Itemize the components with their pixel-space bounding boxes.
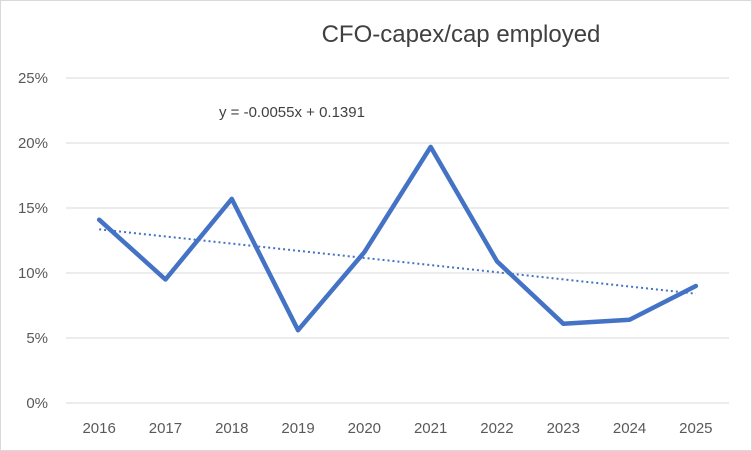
- x-tick-label: 2022: [480, 420, 513, 437]
- chart-title: CFO-capex/cap employed: [321, 21, 601, 48]
- x-tick-label: 2025: [679, 420, 712, 437]
- x-tick-label: 2018: [215, 420, 248, 437]
- trendline: [99, 228, 696, 295]
- y-tick-label: 20%: [18, 135, 48, 152]
- x-tick-label: 2020: [348, 420, 381, 437]
- y-tick-label: 0%: [26, 395, 48, 412]
- x-axis-labels: 2016 2017 2018 2019 2020 2021 2022 2023 2024 2025: [82, 420, 712, 437]
- x-tick-label: 2023: [547, 420, 580, 437]
- x-tick-label: 2021: [414, 420, 447, 437]
- x-tick-label: 2024: [613, 420, 646, 437]
- x-tick-label: 2016: [82, 420, 115, 437]
- y-tick-label: 10%: [18, 265, 48, 282]
- trendline-group: [99, 228, 696, 295]
- series-group: [96, 144, 699, 333]
- series-line: [96, 144, 699, 333]
- y-tick-label: 15%: [18, 200, 48, 217]
- x-tick-label: 2017: [149, 420, 182, 437]
- trendline-equation: y = -0.0055x + 0.1391: [219, 104, 365, 121]
- x-tick-label: 2019: [281, 420, 314, 437]
- y-tick-label: 5%: [26, 330, 48, 347]
- y-axis-labels: 0% 5% 10% 15% 20% 25%: [18, 70, 48, 412]
- y-tick-label: 25%: [18, 70, 48, 87]
- gridlines: [66, 77, 729, 404]
